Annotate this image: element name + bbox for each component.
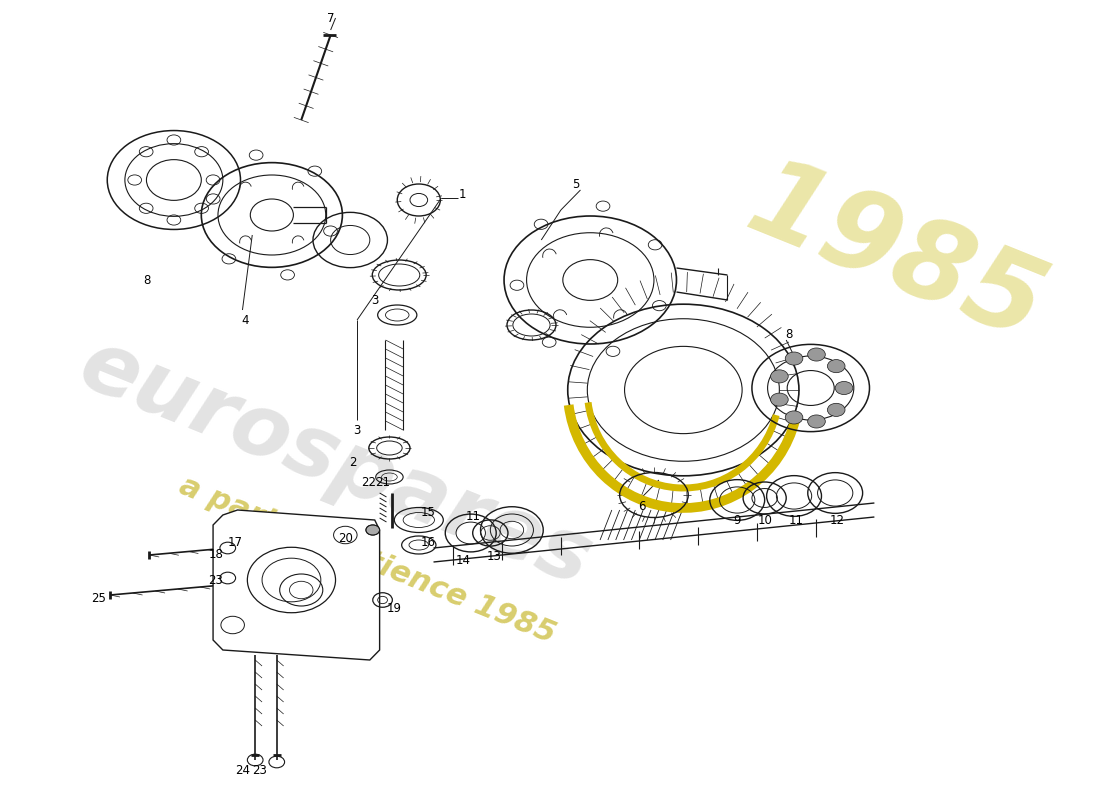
Text: 7: 7 [327,11,334,25]
Text: 11: 11 [789,514,803,526]
Text: 24: 24 [235,763,250,777]
Text: 12: 12 [829,514,845,526]
Text: 4: 4 [242,314,249,326]
Text: 23: 23 [252,763,266,777]
Text: 9: 9 [734,514,741,526]
Polygon shape [213,510,380,660]
Text: 5: 5 [572,178,580,191]
Text: 16: 16 [421,537,436,550]
Circle shape [771,393,789,406]
Circle shape [827,359,845,373]
Text: 11: 11 [465,510,481,522]
Text: 23: 23 [209,574,223,586]
Text: 17: 17 [228,535,243,549]
Text: 25: 25 [91,591,106,605]
Text: 14: 14 [455,554,471,566]
Text: eurospares: eurospares [67,323,604,605]
Text: 3: 3 [371,294,378,306]
Circle shape [807,415,825,428]
Circle shape [785,352,803,365]
Text: 19: 19 [387,602,402,614]
Text: 3: 3 [353,423,361,437]
Text: 10: 10 [757,514,772,526]
Text: 18: 18 [209,549,223,562]
Circle shape [785,411,803,424]
Text: 6: 6 [638,501,646,514]
Text: 22: 22 [361,477,376,490]
Circle shape [835,382,852,394]
Text: 1: 1 [459,189,466,202]
Text: 8: 8 [144,274,151,286]
Text: 21: 21 [375,477,390,490]
Text: 8: 8 [785,329,793,342]
Text: a part of patience 1985: a part of patience 1985 [176,471,560,649]
Text: 20: 20 [338,531,353,545]
Text: 13: 13 [487,550,502,563]
Circle shape [827,403,845,417]
Text: 1985: 1985 [733,149,1059,363]
Circle shape [771,370,789,383]
Circle shape [807,348,825,361]
Circle shape [366,525,379,535]
Text: 15: 15 [421,506,436,518]
Text: 2: 2 [350,457,356,470]
